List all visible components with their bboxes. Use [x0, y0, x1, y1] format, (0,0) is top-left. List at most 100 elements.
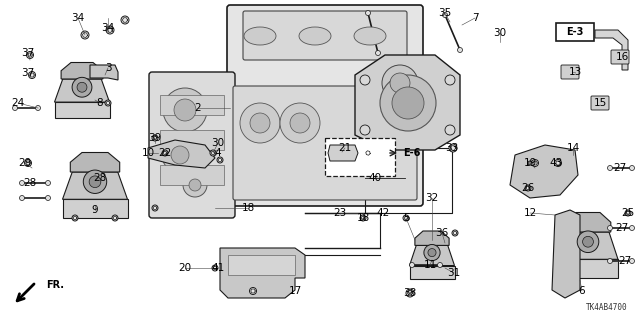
FancyBboxPatch shape — [63, 199, 127, 218]
Text: 39: 39 — [148, 133, 162, 143]
Circle shape — [442, 12, 447, 18]
Circle shape — [577, 231, 599, 252]
Text: 40: 40 — [369, 173, 381, 183]
Polygon shape — [510, 145, 578, 198]
Text: 43: 43 — [549, 158, 563, 168]
Polygon shape — [70, 153, 120, 172]
Text: 10: 10 — [141, 148, 155, 158]
Text: 30: 30 — [493, 28, 507, 38]
Text: 3: 3 — [105, 63, 111, 73]
Circle shape — [452, 230, 458, 236]
Circle shape — [45, 196, 51, 201]
Circle shape — [212, 265, 218, 271]
Polygon shape — [61, 62, 103, 79]
Text: 18: 18 — [356, 213, 370, 223]
Circle shape — [607, 226, 612, 230]
Circle shape — [72, 215, 78, 221]
Circle shape — [424, 244, 440, 261]
Bar — [160, 165, 224, 185]
Text: 31: 31 — [447, 268, 461, 278]
Circle shape — [29, 71, 35, 78]
Circle shape — [106, 26, 114, 34]
Circle shape — [365, 11, 371, 15]
Circle shape — [607, 259, 612, 263]
Text: 34: 34 — [72, 13, 84, 23]
Circle shape — [240, 103, 280, 143]
Circle shape — [525, 185, 531, 191]
Circle shape — [458, 47, 463, 52]
FancyBboxPatch shape — [227, 5, 423, 206]
Polygon shape — [415, 231, 449, 245]
Circle shape — [19, 196, 24, 201]
Text: 19: 19 — [524, 158, 536, 168]
Circle shape — [290, 113, 310, 133]
Circle shape — [250, 287, 257, 294]
Ellipse shape — [354, 27, 386, 45]
Text: 23: 23 — [333, 208, 347, 218]
Circle shape — [403, 215, 409, 221]
Circle shape — [112, 215, 118, 221]
Text: 24: 24 — [12, 98, 24, 108]
Text: 7: 7 — [472, 13, 478, 23]
Circle shape — [13, 106, 17, 110]
Circle shape — [280, 103, 320, 143]
Circle shape — [162, 150, 168, 156]
Text: 12: 12 — [524, 208, 536, 218]
FancyBboxPatch shape — [233, 86, 417, 200]
Text: 16: 16 — [616, 52, 628, 62]
Bar — [160, 95, 224, 115]
Circle shape — [162, 137, 198, 173]
Circle shape — [630, 259, 634, 263]
Circle shape — [152, 205, 158, 211]
Text: 33: 33 — [445, 143, 459, 153]
Circle shape — [174, 99, 196, 121]
Circle shape — [89, 176, 101, 188]
Text: 22: 22 — [158, 148, 172, 158]
Text: 34: 34 — [101, 23, 115, 33]
Text: 14: 14 — [566, 143, 580, 153]
Circle shape — [217, 157, 223, 163]
Polygon shape — [328, 145, 358, 161]
Circle shape — [380, 75, 436, 131]
Circle shape — [410, 262, 415, 268]
Text: 41: 41 — [211, 263, 225, 273]
Text: 6: 6 — [579, 286, 586, 296]
Text: 21: 21 — [339, 143, 351, 153]
Circle shape — [77, 82, 87, 92]
Text: 37: 37 — [21, 68, 35, 78]
Polygon shape — [220, 248, 305, 298]
Text: 11: 11 — [424, 260, 436, 270]
Circle shape — [163, 88, 207, 132]
Text: E-3: E-3 — [566, 27, 584, 37]
Circle shape — [528, 161, 532, 165]
FancyBboxPatch shape — [410, 266, 454, 279]
Circle shape — [105, 100, 111, 106]
FancyBboxPatch shape — [558, 259, 618, 277]
Circle shape — [250, 113, 270, 133]
Polygon shape — [148, 140, 215, 168]
Circle shape — [26, 52, 33, 59]
Polygon shape — [355, 55, 460, 150]
Circle shape — [210, 150, 216, 156]
Bar — [325, 138, 395, 176]
Circle shape — [630, 165, 634, 171]
Circle shape — [81, 31, 89, 39]
Polygon shape — [558, 232, 618, 259]
Text: 2: 2 — [195, 103, 202, 113]
Text: 37: 37 — [21, 48, 35, 58]
Circle shape — [582, 236, 593, 247]
Text: 17: 17 — [289, 286, 301, 296]
FancyBboxPatch shape — [243, 11, 407, 60]
Circle shape — [625, 210, 631, 216]
Text: 15: 15 — [593, 98, 607, 108]
Polygon shape — [595, 30, 628, 70]
Polygon shape — [228, 255, 295, 275]
Ellipse shape — [244, 27, 276, 45]
Circle shape — [445, 125, 455, 135]
Circle shape — [445, 75, 455, 85]
Text: 27: 27 — [616, 223, 628, 233]
Circle shape — [376, 51, 381, 55]
Circle shape — [121, 16, 129, 24]
FancyBboxPatch shape — [383, 56, 417, 110]
Circle shape — [35, 106, 40, 110]
